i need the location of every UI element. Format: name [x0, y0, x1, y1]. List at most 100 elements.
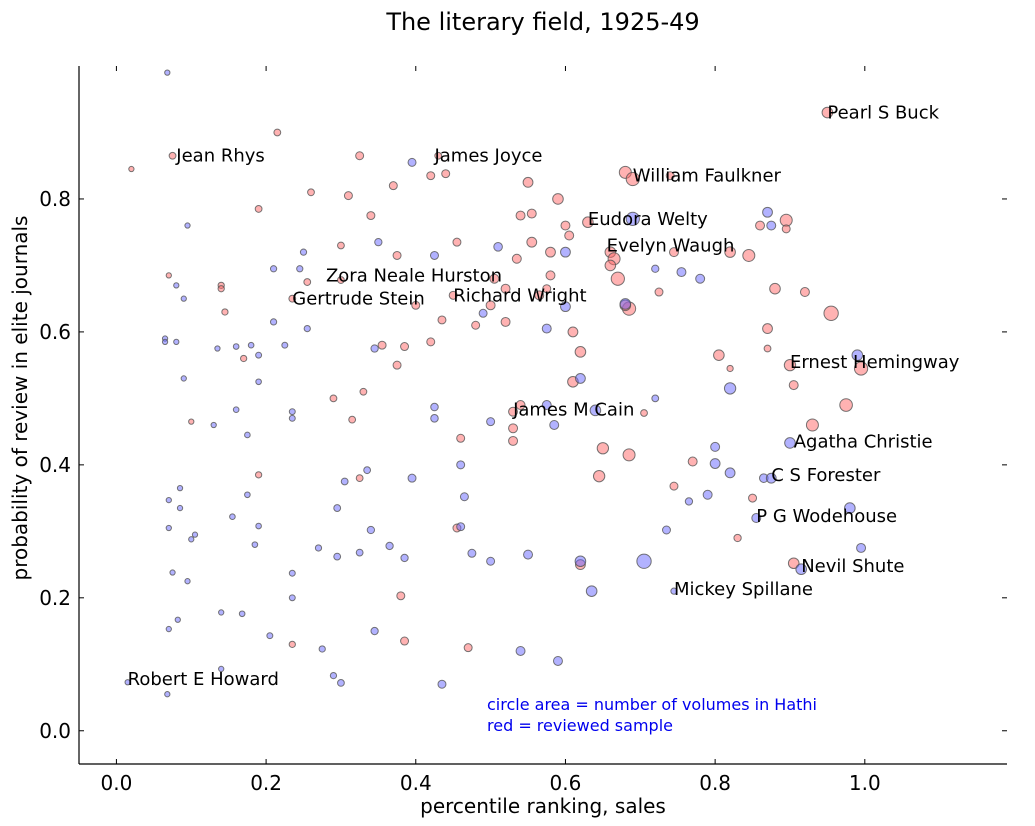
point-blue [856, 542, 867, 553]
author-label: Gertrude Stein [292, 289, 424, 310]
point-blue [299, 248, 308, 256]
x-axis-label: percentile ranking, sales [420, 794, 666, 818]
point-red [377, 340, 387, 350]
point-red [441, 169, 451, 179]
point-red [128, 165, 135, 173]
point-red [526, 208, 537, 219]
point-blue [560, 301, 571, 313]
point-blue [165, 625, 172, 633]
point-blue [180, 295, 187, 302]
point-blue [765, 472, 777, 484]
y-axis-label: probability of review in elite journals [8, 216, 32, 581]
y-ticks: 0.0 0.2 0.4 0.6 0.8 [39, 187, 1007, 743]
point-blue [329, 671, 338, 680]
point-blue [724, 467, 736, 479]
point-blue [174, 616, 181, 623]
data-points [124, 69, 869, 698]
point-red [534, 290, 545, 301]
point-red [564, 230, 575, 241]
point-red [654, 287, 664, 297]
author-label: C S Forester [771, 465, 881, 486]
point-red [392, 360, 402, 370]
point-red [168, 151, 177, 160]
author-label: Robert E Howard [128, 669, 279, 690]
point-blue [124, 679, 131, 686]
point-blue [165, 496, 172, 504]
point-red [303, 278, 312, 286]
point-red [426, 171, 436, 181]
point-blue [695, 273, 706, 284]
point-blue [493, 242, 503, 252]
point-red [400, 342, 410, 352]
author-label: William Faulkner [633, 166, 782, 187]
point-red [485, 300, 496, 311]
point-blue [366, 525, 376, 535]
point-blue [625, 211, 640, 227]
author-label: James M Cain [512, 400, 634, 421]
point-red [799, 287, 810, 297]
point-red [665, 171, 675, 181]
point-blue [255, 351, 263, 359]
point-blue [191, 531, 199, 538]
point-red [713, 349, 725, 361]
point-blue [340, 477, 349, 486]
point-blue [575, 373, 586, 384]
point-red [853, 361, 869, 376]
point-red [582, 216, 594, 229]
point-blue [184, 578, 191, 585]
point-red [489, 273, 500, 284]
point-blue [229, 513, 236, 521]
point-blue [684, 497, 694, 506]
point-red [254, 205, 263, 213]
point-blue [766, 220, 777, 231]
point-red [522, 176, 534, 188]
point-blue [407, 473, 417, 483]
point-blue [184, 222, 191, 229]
author-label: Ernest Hemingway [790, 352, 960, 373]
point-red [500, 283, 511, 294]
point-blue [355, 548, 364, 557]
point-red [471, 320, 481, 330]
point-blue [574, 555, 587, 568]
point-blue [456, 460, 466, 470]
x-ticks: 0.0 0.2 0.4 0.6 0.8 1.0 [101, 66, 881, 795]
point-blue [844, 502, 856, 514]
point-blue [218, 609, 225, 616]
point-blue [661, 525, 671, 535]
point-red [515, 400, 526, 411]
point-blue [589, 404, 602, 417]
author-label: Pearl S Buck [827, 103, 939, 124]
point-red [724, 246, 736, 258]
point-red [359, 387, 368, 396]
point-blue [676, 267, 687, 278]
point-blue [400, 553, 409, 563]
author-labels: Pearl S Buck Jean Rhys James Joyce William … [128, 103, 960, 690]
point-blue [333, 504, 342, 512]
point-red [742, 248, 756, 262]
point-blue [314, 544, 323, 552]
point-blue [161, 338, 169, 346]
point-red [763, 344, 772, 353]
point-red [254, 471, 263, 479]
point-red [515, 210, 526, 221]
point-blue [709, 458, 721, 469]
author-label: P G Wodehouse [756, 506, 897, 527]
point-blue [218, 665, 225, 673]
point-red [839, 398, 853, 412]
point-blue [214, 345, 221, 352]
point-blue [210, 421, 217, 429]
point-blue [232, 343, 240, 350]
point-red [448, 290, 458, 300]
point-red [769, 282, 781, 295]
point-red [610, 271, 625, 286]
x-tick-label: 0.4 [400, 771, 432, 795]
point-red [337, 276, 345, 284]
point-red [366, 211, 376, 221]
point-blue [407, 157, 417, 167]
point-red [823, 305, 839, 321]
point-blue [430, 414, 439, 423]
point-red [456, 433, 466, 443]
point-red [508, 423, 519, 434]
author-label: Eudora Welty [588, 209, 708, 230]
